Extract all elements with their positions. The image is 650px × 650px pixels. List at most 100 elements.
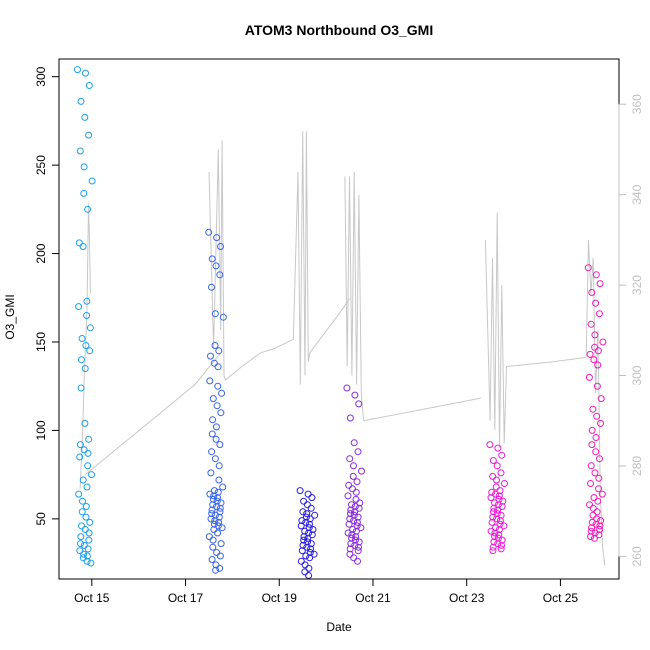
- data-point: [492, 483, 500, 491]
- data-point: [586, 350, 594, 358]
- data-point: [490, 508, 497, 516]
- data-point: [495, 531, 503, 539]
- y-tick-label: 150: [34, 332, 48, 352]
- axes-layer: Oct 15 Oct 17 Oct 19 Oct 21 Oct 23 Oct 25 50 10…: [34, 66, 644, 605]
- data-point: [82, 342, 90, 349]
- data-point: [212, 566, 220, 574]
- data-point: [350, 517, 358, 525]
- data-point: [216, 271, 224, 279]
- data-point: [355, 543, 362, 551]
- data-point: [217, 540, 225, 548]
- data-point: [494, 540, 502, 548]
- data-point: [352, 488, 360, 496]
- data-point: [588, 441, 596, 449]
- data-point: [74, 66, 81, 74]
- data-point: [303, 501, 311, 509]
- data-point: [489, 543, 497, 551]
- data-point: [81, 113, 89, 121]
- data-point: [494, 506, 502, 514]
- data-point: [85, 131, 93, 139]
- data-point: [588, 518, 596, 526]
- data-point: [82, 69, 89, 77]
- data-point: [214, 382, 222, 390]
- data-point: [486, 441, 494, 449]
- data-point: [308, 494, 316, 502]
- data-point: [343, 384, 351, 392]
- data-point: [487, 494, 495, 502]
- data-point: [79, 243, 87, 250]
- data-point: [80, 163, 88, 171]
- data-point: [213, 497, 221, 505]
- data-point: [83, 557, 91, 565]
- secondary-line-layer: [79, 131, 606, 566]
- data-point: [351, 391, 359, 399]
- data-point: [83, 483, 91, 491]
- y-tick-label: 50: [34, 512, 48, 526]
- data-point: [301, 561, 309, 569]
- data-point: [497, 545, 505, 553]
- data-point: [78, 335, 86, 342]
- data-point: [350, 554, 358, 562]
- data-point: [302, 552, 310, 560]
- data-point: [75, 303, 83, 311]
- data-point: [76, 547, 84, 555]
- data-point: [209, 416, 217, 424]
- data-point: [218, 524, 226, 532]
- data-point: [489, 457, 497, 464]
- secondary-line-segment: [292, 131, 311, 385]
- data-point: [488, 518, 496, 526]
- data-point: [352, 533, 360, 541]
- data-point: [75, 490, 83, 498]
- data-point: [493, 510, 501, 518]
- data-point: [595, 485, 602, 493]
- data-point: [593, 515, 601, 523]
- data-point: [585, 373, 593, 381]
- data-point: [307, 545, 315, 553]
- data-point: [595, 531, 603, 539]
- data-point: [209, 501, 217, 509]
- data-point: [86, 324, 94, 332]
- data-point: [495, 526, 503, 533]
- secondary-line-segment: [484, 212, 507, 448]
- data-point: [592, 271, 600, 279]
- data-point: [304, 490, 312, 498]
- data-point: [85, 82, 93, 89]
- data-point: [212, 561, 220, 569]
- data-point: [349, 472, 357, 480]
- x-tick-label: Oct 15: [74, 591, 110, 605]
- data-point: [207, 469, 215, 477]
- x-tick-label: Oct 21: [355, 591, 391, 605]
- data-point: [490, 538, 498, 546]
- data-point: [212, 435, 220, 443]
- data-point: [210, 487, 218, 495]
- data-point: [589, 504, 597, 512]
- data-point: [597, 517, 605, 525]
- data-point: [205, 228, 213, 236]
- data-point: [351, 536, 359, 544]
- data-point: [211, 517, 219, 525]
- data-point: [79, 476, 87, 484]
- data-point: [352, 495, 360, 503]
- data-point: [303, 543, 311, 551]
- data-point: [356, 499, 364, 507]
- data-point: [209, 395, 217, 403]
- data-point: [354, 513, 362, 521]
- data-point: [311, 511, 319, 519]
- x-tick-label: Oct 25: [543, 591, 579, 605]
- data-point: [213, 503, 220, 510]
- data-point: [348, 501, 355, 509]
- data-point: [346, 515, 354, 523]
- data-point: [350, 511, 358, 519]
- data-point: [593, 412, 601, 420]
- data-point: [216, 441, 224, 449]
- y2-tick-label: 300: [630, 365, 644, 385]
- data-point: [215, 462, 223, 470]
- data-point: [347, 540, 355, 548]
- data-point: [492, 524, 500, 532]
- data-point: [217, 243, 224, 250]
- data-point: [213, 234, 221, 242]
- data-point: [211, 455, 219, 463]
- data-point: [310, 550, 318, 558]
- data-point: [308, 531, 316, 539]
- data-point: [304, 538, 311, 546]
